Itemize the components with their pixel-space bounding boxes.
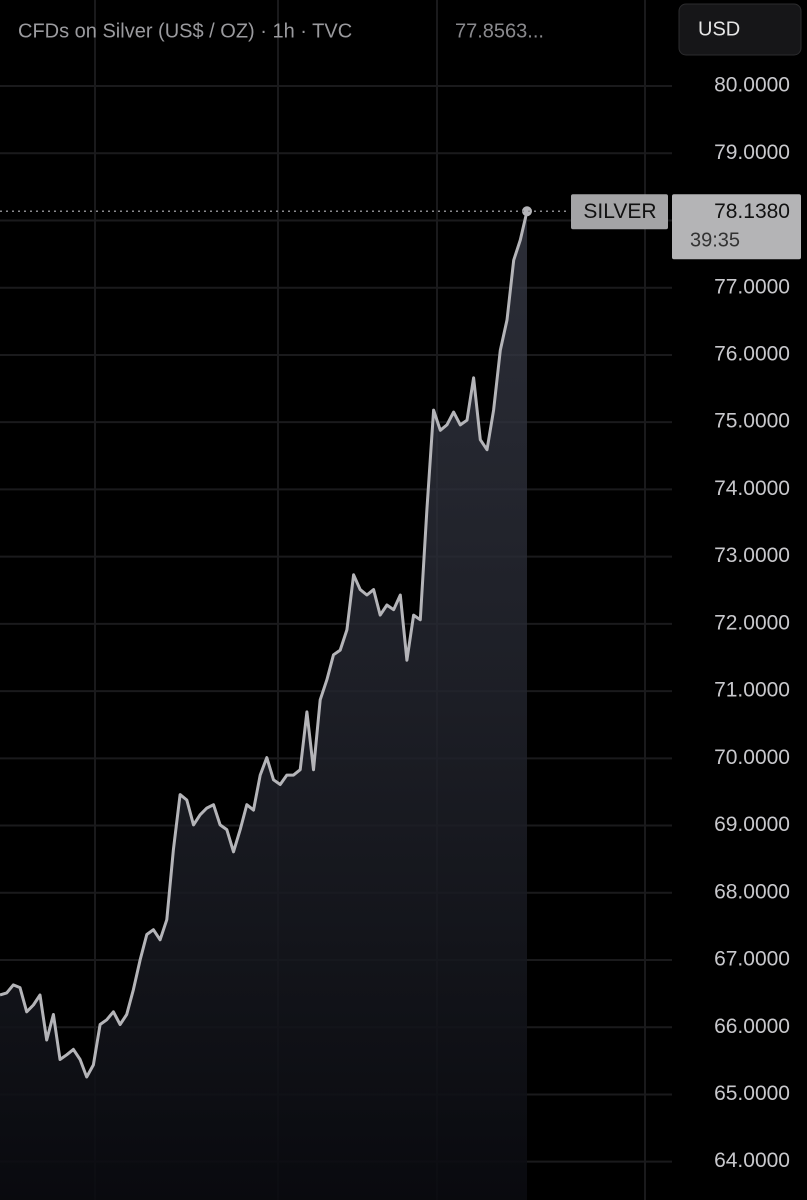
y-tick-label: 71.0000 <box>714 679 790 702</box>
y-tick-label: 73.0000 <box>714 544 790 567</box>
y-tick-label: 67.0000 <box>714 948 790 971</box>
y-tick-label: 80.0000 <box>714 74 790 97</box>
price-line <box>0 210 529 1079</box>
y-tick-label: 76.0000 <box>714 343 790 366</box>
currency-button-label[interactable]: USD <box>698 18 740 40</box>
y-tick-label: 72.0000 <box>714 611 790 634</box>
y-tick-label: 75.0000 <box>714 410 790 433</box>
y-tick-label: 68.0000 <box>714 880 790 903</box>
area-fill <box>0 211 527 1200</box>
y-tick-label: 69.0000 <box>714 813 790 836</box>
last-price-label: 78.1380 <box>714 200 790 223</box>
y-tick-label: 79.0000 <box>714 141 790 164</box>
y-tick-label: 77.0000 <box>714 275 790 298</box>
y-tick-label: 74.0000 <box>714 477 790 500</box>
y-tick-label: 65.0000 <box>714 1082 790 1105</box>
series-name: SILVER <box>583 200 656 223</box>
header-value: 77.8563... <box>455 20 544 42</box>
y-tick-label: 66.0000 <box>714 1015 790 1038</box>
last-price-box <box>672 194 801 260</box>
countdown: 39:35 <box>690 230 740 252</box>
last-point <box>522 206 532 217</box>
y-tick-label: 70.0000 <box>714 746 790 769</box>
series-name-box <box>571 194 668 230</box>
y-tick-label: 64.0000 <box>714 1149 790 1172</box>
currency-button[interactable] <box>678 3 802 56</box>
chart-title: CFDs on Silver (US$ / OZ) · 1h · TVC <box>18 20 352 42</box>
